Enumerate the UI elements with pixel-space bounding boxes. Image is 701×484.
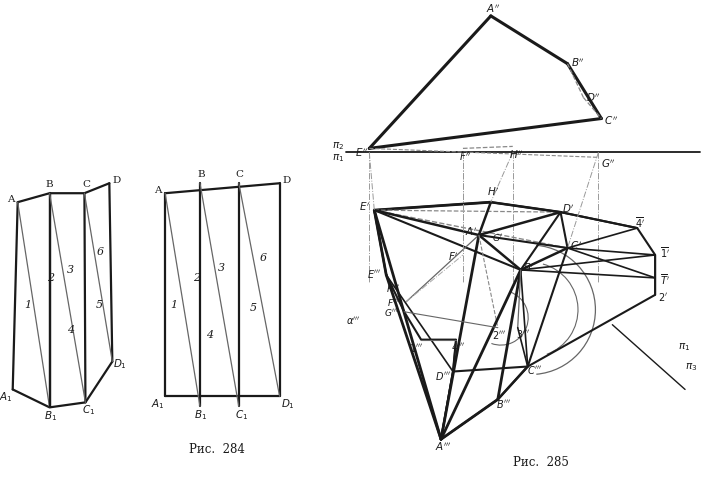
Text: $2'$: $2'$: [658, 291, 668, 303]
Text: 6: 6: [97, 247, 104, 257]
Text: B: B: [46, 180, 53, 189]
Text: $4'''$: $4'''$: [451, 341, 465, 353]
Text: $F'$: $F'$: [448, 251, 458, 263]
Text: $C_1$: $C_1$: [82, 404, 95, 417]
Text: 1: 1: [170, 300, 177, 310]
Text: $B''$: $B''$: [571, 57, 585, 69]
Text: Рис.  284: Рис. 284: [189, 443, 245, 456]
Text: 4: 4: [206, 330, 214, 340]
Text: $C''$: $C''$: [604, 114, 618, 127]
Text: C: C: [83, 180, 90, 189]
Text: $D'''$: $D'''$: [435, 370, 451, 382]
Text: $D'$: $D'$: [562, 203, 575, 215]
Text: $\pi_1$: $\pi_1$: [332, 152, 344, 164]
Text: A: A: [7, 195, 15, 204]
Text: B: B: [197, 170, 205, 179]
Text: 1: 1: [24, 300, 32, 310]
Text: $G'$: $G'$: [492, 231, 503, 242]
Text: $H'''$: $H'''$: [386, 283, 400, 294]
Text: A: A: [154, 186, 162, 195]
Text: $E'''$: $E'''$: [367, 268, 381, 280]
Text: D: D: [112, 176, 121, 185]
Text: $C'''$: $C'''$: [527, 363, 542, 376]
Text: 6: 6: [260, 253, 267, 263]
Text: $A_1$: $A_1$: [151, 397, 165, 411]
Text: $G''$: $G''$: [601, 157, 615, 169]
Text: $E''$: $E''$: [355, 146, 368, 159]
Text: 5: 5: [96, 300, 103, 310]
Text: $H''$: $H''$: [510, 148, 524, 161]
Text: $D_1$: $D_1$: [280, 397, 294, 411]
Text: $F''$: $F''$: [458, 150, 471, 163]
Text: $1'''$: $1'''$: [409, 342, 423, 354]
Text: 3: 3: [218, 263, 226, 273]
Text: $\overline{1}'$: $\overline{1}'$: [660, 245, 670, 260]
Text: 3: 3: [67, 265, 74, 275]
Text: $G'''$: $G'''$: [384, 307, 399, 318]
Text: $D_1$: $D_1$: [114, 358, 128, 371]
Text: $B'''$: $B'''$: [496, 398, 511, 410]
Text: $B_1$: $B_1$: [194, 408, 207, 422]
Text: 2: 2: [47, 273, 54, 283]
Text: $\pi_2$: $\pi_2$: [332, 140, 344, 152]
Text: $C'$: $C'$: [569, 240, 581, 252]
Text: $\alpha'''$: $\alpha'''$: [346, 315, 360, 327]
Text: Рис.  285: Рис. 285: [512, 455, 569, 469]
Text: 2: 2: [193, 273, 200, 283]
Text: C: C: [236, 170, 244, 179]
Text: $B'$: $B'$: [523, 262, 535, 274]
Text: $E'$: $E'$: [359, 201, 370, 213]
Text: $D''$: $D''$: [586, 91, 601, 104]
Text: $2'''$: $2'''$: [492, 329, 505, 341]
Text: $A'''$: $A'''$: [435, 441, 451, 454]
Text: D: D: [283, 176, 291, 185]
Text: $\pi_3$: $\pi_3$: [685, 362, 697, 374]
Text: $\pi_1$: $\pi_1$: [678, 341, 690, 352]
Text: $A'$: $A'$: [465, 226, 477, 238]
Text: $H'$: $H'$: [486, 186, 499, 198]
Text: $\overline{T}'$: $\overline{T}'$: [660, 272, 670, 287]
Text: $A_1$: $A_1$: [0, 391, 13, 404]
Text: 4: 4: [67, 325, 74, 334]
Text: 5: 5: [250, 303, 257, 313]
Text: $3'''$: $3'''$: [516, 328, 530, 340]
Text: $A''$: $A''$: [486, 3, 500, 15]
Text: $F'''$: $F'''$: [387, 297, 400, 308]
Text: $C_1$: $C_1$: [236, 408, 248, 422]
Text: $\overline{4}'$: $\overline{4}'$: [635, 215, 646, 229]
Text: $B_1$: $B_1$: [44, 409, 57, 423]
